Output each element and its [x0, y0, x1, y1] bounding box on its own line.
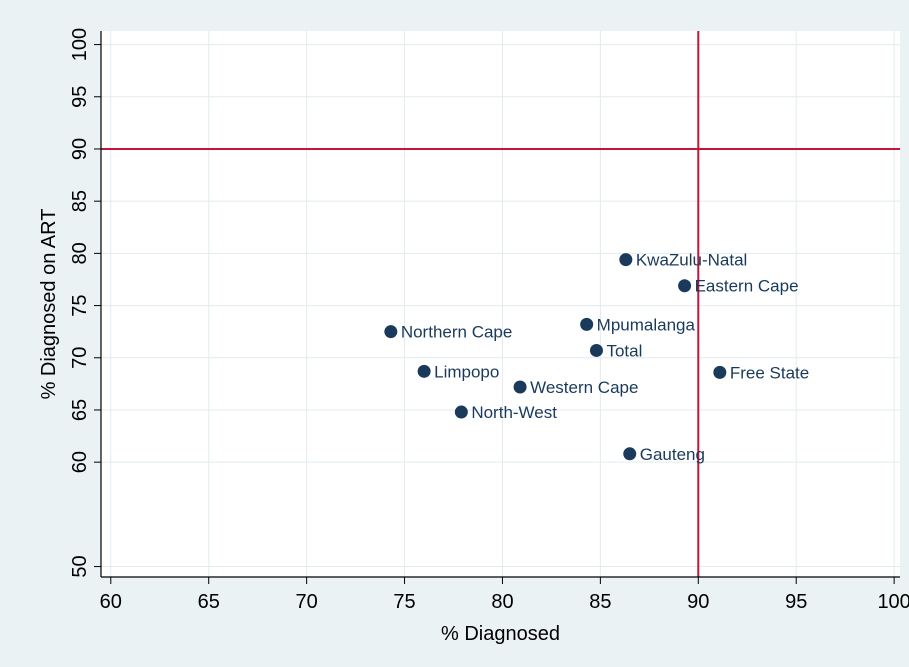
- data-point-label: Eastern Cape: [695, 277, 799, 296]
- x-tick-label: 90: [687, 591, 709, 613]
- y-tick-label: 65: [69, 399, 91, 421]
- y-tick-label: 80: [69, 242, 91, 264]
- y-axis-title: % Diagnosed on ART: [38, 209, 60, 400]
- data-point-label: Free State: [730, 363, 809, 382]
- data-points: KwaZulu-Natal Eastern Cape Mpumalanga North…: [384, 251, 809, 464]
- x-tick-label: 70: [296, 591, 318, 613]
- x-tick-label: 100: [877, 591, 909, 613]
- plot-area: [101, 31, 900, 577]
- data-point-label: Mpumalanga: [597, 315, 696, 334]
- x-axis-title: % Diagnosed: [441, 623, 560, 645]
- y-tick-label: 95: [69, 86, 91, 108]
- data-point: [417, 364, 431, 378]
- x-tick-label: 65: [198, 591, 220, 613]
- y-tick-label: 50: [69, 555, 91, 577]
- y-tick-label: 90: [69, 138, 91, 160]
- x-tick-label: 75: [393, 591, 415, 613]
- reference-lines: [101, 31, 900, 577]
- data-point: [589, 343, 603, 357]
- grid-lines: [101, 31, 900, 577]
- x-tick-label: 80: [491, 591, 513, 613]
- data-point: [513, 380, 527, 394]
- data-point-label: Total: [606, 341, 642, 360]
- data-point-label: North-West: [471, 403, 557, 422]
- axes: 60 65 70 75 80 85 90 95 100 50 60 65 70 75 80 85 90 95 100: [69, 28, 909, 613]
- data-point: [580, 317, 594, 331]
- y-tick-label: 60: [69, 451, 91, 473]
- y-tick-label: 85: [69, 190, 91, 212]
- x-tick-label: 60: [100, 591, 122, 613]
- x-tick-label: 95: [785, 591, 807, 613]
- y-tick-label: 75: [69, 294, 91, 316]
- data-point: [454, 405, 468, 419]
- y-tick-label: 70: [69, 347, 91, 369]
- data-point: [713, 365, 727, 379]
- data-point: [623, 447, 637, 461]
- data-point: [384, 325, 398, 339]
- x-tick-label: 85: [589, 591, 611, 613]
- data-point-label: Limpopo: [434, 362, 499, 381]
- data-point: [619, 253, 633, 267]
- data-point: [678, 279, 692, 293]
- data-point-label: KwaZulu-Natal: [636, 251, 748, 270]
- data-point-label: Northern Cape: [401, 323, 513, 342]
- data-point-label: Western Cape: [530, 378, 638, 397]
- data-point-label: Gauteng: [640, 445, 705, 464]
- y-tick-label: 100: [69, 28, 91, 61]
